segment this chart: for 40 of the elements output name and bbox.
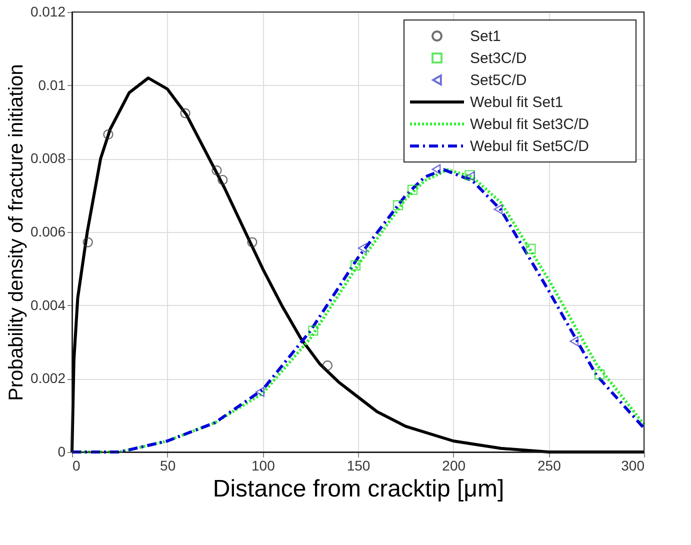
y-tick-label: 0.006 — [30, 224, 66, 240]
point — [594, 369, 605, 380]
point — [494, 204, 503, 214]
point — [432, 164, 441, 174]
point — [180, 108, 190, 118]
x-tick-label: 300 — [621, 458, 645, 474]
y-axis-title: Probability density of fracture initiation — [5, 64, 28, 401]
point — [526, 244, 536, 254]
y-tick-label: 0.01 — [38, 76, 66, 93]
legend-label: Webul fit Set3C/D — [470, 116, 590, 133]
x-tick-label: 100 — [251, 458, 276, 474]
x-tick-label: 200 — [442, 458, 466, 474]
point — [570, 336, 578, 346]
y-tick-label: 0 — [58, 444, 66, 460]
legend-label: Webul fit Set5C/D — [470, 138, 590, 155]
y-tick-label: 0.004 — [30, 296, 66, 313]
point — [358, 243, 367, 254]
point — [218, 174, 228, 185]
x-tick-label: 0 — [72, 458, 80, 474]
point — [308, 326, 318, 336]
point — [392, 200, 404, 210]
x-axis-title: Distance from cracktip [μm] — [212, 476, 504, 502]
point — [82, 237, 93, 248]
x-tick-label: 150 — [346, 458, 370, 474]
x-tick-label: 250 — [537, 458, 562, 474]
x-tick-label: 50 — [160, 458, 176, 474]
point — [407, 184, 418, 195]
legend-label: Webul fit Set1 — [470, 94, 564, 111]
point — [103, 129, 114, 140]
legend-label: Set3C/D — [470, 50, 527, 67]
legend-label: Set5C/D — [470, 72, 527, 89]
point — [247, 237, 258, 248]
point — [256, 386, 264, 397]
point — [322, 360, 333, 371]
y-tick-label: 0.008 — [30, 150, 66, 166]
legend-label: Set1 — [470, 28, 501, 45]
y-tick-label: 0.012 — [30, 4, 66, 20]
point — [212, 165, 222, 176]
point — [350, 260, 361, 270]
y-tick-label: 0.002 — [30, 370, 66, 386]
